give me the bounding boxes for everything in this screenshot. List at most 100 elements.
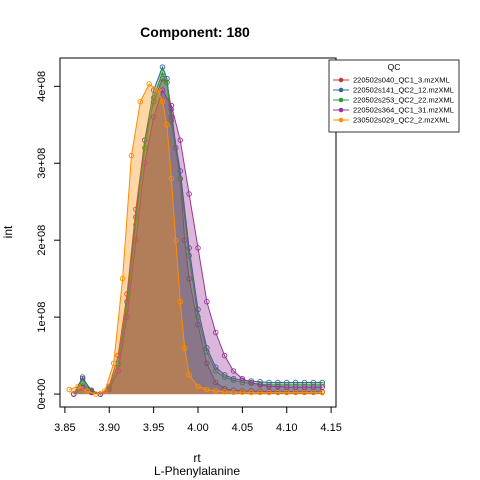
series-5 xyxy=(66,81,325,397)
data-point xyxy=(195,245,201,251)
series-area-1 xyxy=(73,78,323,395)
legend-swatch-marker xyxy=(338,77,344,83)
data-point xyxy=(212,388,219,394)
data-point xyxy=(186,275,192,282)
data-point xyxy=(155,87,161,93)
x-tick-label: 3.85 xyxy=(54,422,75,434)
data-point xyxy=(301,384,308,390)
y-tick-label: 1e+08 xyxy=(36,302,48,333)
legend-entry: 230502s029_QC2_2.mzXML xyxy=(333,116,450,125)
data-point xyxy=(204,360,210,367)
data-point xyxy=(150,95,157,101)
data-point xyxy=(93,391,99,397)
data-point xyxy=(212,379,219,386)
data-point xyxy=(102,388,108,394)
legend-box xyxy=(328,59,460,133)
data-point xyxy=(248,388,254,394)
data-point xyxy=(150,114,157,120)
legend-swatch-marker xyxy=(338,97,344,103)
legend-label: 220502s040_QC1_3.mzXML xyxy=(353,76,450,85)
chart-title: Component: 180 xyxy=(140,24,250,40)
data-point xyxy=(159,69,166,76)
legend: QC 220502s040_QC1_3.mzXML220502s141_QC2_… xyxy=(328,59,460,133)
data-point xyxy=(115,368,121,374)
legend-entries: 220502s040_QC1_3.mzXML220502s141_QC2_12.… xyxy=(333,76,454,125)
data-point xyxy=(137,98,144,105)
data-point xyxy=(75,383,81,390)
data-point xyxy=(177,137,183,143)
y-tick-label: 4e+08 xyxy=(36,71,48,102)
series-4 xyxy=(71,87,325,397)
data-point xyxy=(164,122,170,128)
data-point xyxy=(266,383,272,390)
data-point xyxy=(79,374,86,380)
data-point xyxy=(248,379,254,386)
legend-swatch-marker xyxy=(338,87,344,93)
data-point xyxy=(310,384,317,390)
legend-entry: 220502s040_QC1_3.mzXML xyxy=(333,76,450,85)
y-tick-label: 0e+00 xyxy=(36,379,48,410)
data-point xyxy=(195,383,201,390)
data-point xyxy=(159,98,166,105)
data-point xyxy=(181,345,188,351)
data-point xyxy=(221,374,228,380)
y-axis: 0e+00 1e+08 2e+08 3e+08 4e+08 xyxy=(36,71,61,410)
plot-area xyxy=(59,57,337,408)
data-point xyxy=(292,384,299,390)
data-point xyxy=(257,382,263,388)
data-point xyxy=(292,389,299,396)
data-point xyxy=(257,389,263,396)
data-point xyxy=(301,389,308,396)
series-line-1 xyxy=(73,77,323,395)
data-point xyxy=(168,102,175,109)
data-point xyxy=(204,386,210,393)
series-area-5 xyxy=(69,84,323,395)
y-axis-title: int xyxy=(1,225,15,238)
data-point xyxy=(141,145,148,151)
data-point xyxy=(230,389,237,395)
data-point xyxy=(284,389,290,396)
data-point xyxy=(266,389,272,396)
data-point xyxy=(177,175,183,182)
series-line-4 xyxy=(73,88,323,395)
data-point xyxy=(266,382,272,388)
data-point xyxy=(110,360,117,367)
data-point xyxy=(212,329,219,336)
x-axis: 3.85 3.90 3.95 4.00 4.05 4.10 4.15 xyxy=(54,406,342,434)
data-point xyxy=(230,375,237,382)
legend-swatch-marker xyxy=(338,107,344,113)
data-point xyxy=(239,375,246,382)
data-point xyxy=(310,389,317,396)
series-area-3 xyxy=(73,72,323,395)
data-point xyxy=(177,168,183,174)
x-tick-label: 4.15 xyxy=(320,422,341,434)
data-point xyxy=(275,383,281,390)
data-point xyxy=(146,81,152,87)
data-point xyxy=(124,306,130,313)
data-point xyxy=(230,368,237,374)
data-point xyxy=(204,349,210,355)
data-point xyxy=(173,237,179,243)
legend-label: 220502s364_QC1_31.mzXML xyxy=(353,106,454,115)
x-tick-label: 4.00 xyxy=(187,422,208,434)
legend-label: 220502s141_QC2_12.mzXML xyxy=(353,86,454,95)
data-point xyxy=(239,389,246,395)
data-point xyxy=(164,79,170,86)
data-point xyxy=(204,299,210,305)
data-point xyxy=(248,389,254,396)
data-point xyxy=(275,382,281,388)
legend-entry: 220502s253_QC2_22.mzXML xyxy=(333,96,454,105)
x-tick-label: 3.90 xyxy=(99,422,120,434)
data-point xyxy=(230,377,237,383)
data-point xyxy=(164,75,170,82)
data-point xyxy=(168,175,175,182)
data-point xyxy=(186,245,192,251)
data-point xyxy=(195,314,201,320)
x-tick-label: 4.10 xyxy=(276,422,297,434)
data-point xyxy=(141,160,148,166)
data-point xyxy=(141,137,148,143)
data-point xyxy=(239,379,246,386)
data-point xyxy=(221,352,228,359)
legend-title: QC xyxy=(388,62,401,72)
